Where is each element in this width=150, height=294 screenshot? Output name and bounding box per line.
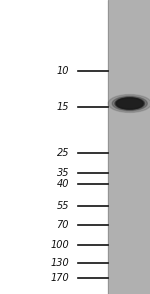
Text: 35: 35	[57, 168, 69, 178]
Text: 25: 25	[57, 148, 69, 158]
Text: 130: 130	[50, 258, 69, 268]
Ellipse shape	[116, 98, 143, 109]
Bar	[108, 0, 150, 294]
Text: 100: 100	[50, 240, 69, 250]
Ellipse shape	[112, 96, 147, 111]
Text: 170: 170	[50, 273, 69, 283]
Text: 70: 70	[57, 220, 69, 230]
Text: 40: 40	[57, 179, 69, 189]
Text: 15: 15	[57, 102, 69, 112]
Ellipse shape	[108, 95, 150, 112]
Ellipse shape	[115, 97, 145, 110]
Text: 55: 55	[57, 201, 69, 211]
Text: 10: 10	[57, 66, 69, 76]
